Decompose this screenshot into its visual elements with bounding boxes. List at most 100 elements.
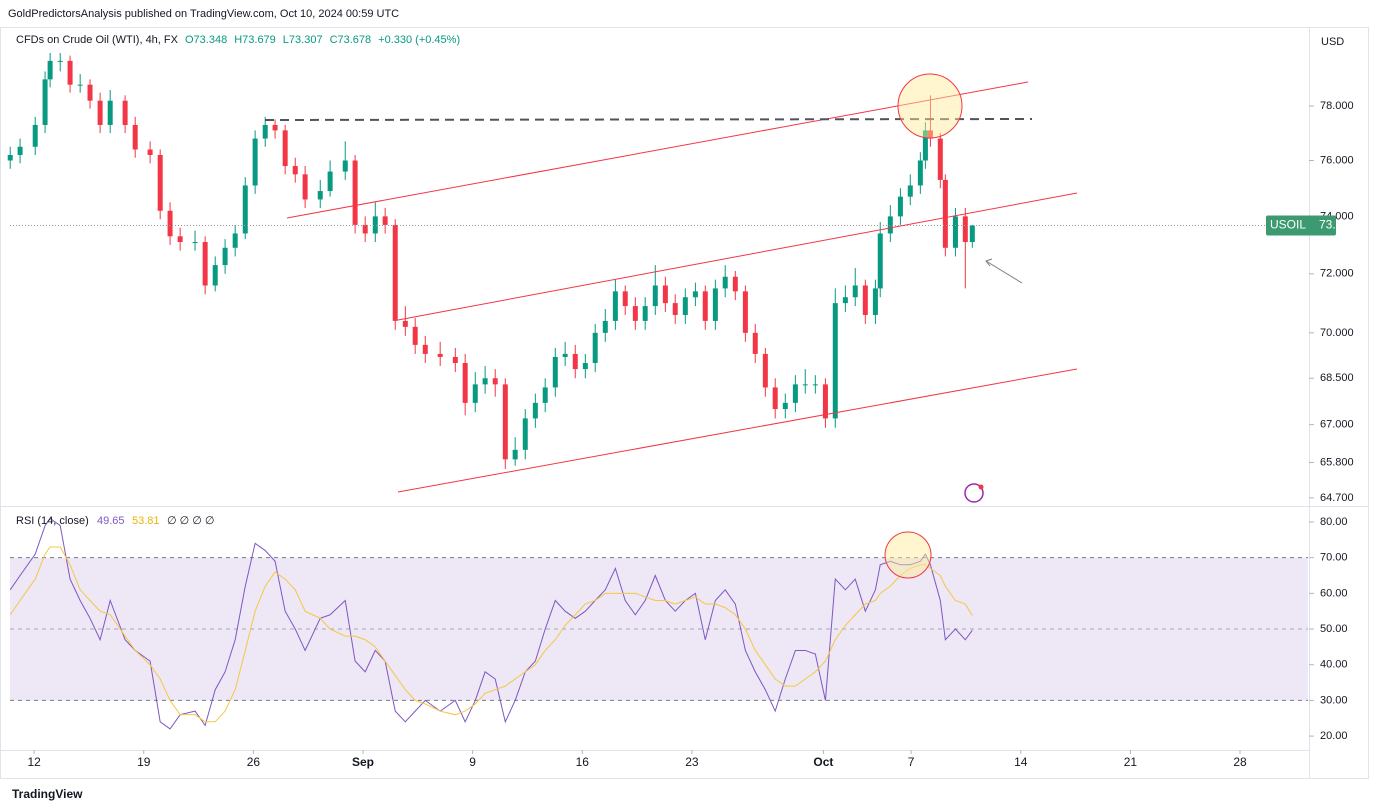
candle-body [897,196,903,217]
candle-body [282,130,288,167]
x-tick-label: 23 [685,755,699,769]
candle-body [602,320,608,333]
publisher: GoldPredictorsAnalysis published on Trad… [8,8,399,20]
candle-body [742,291,748,333]
candle-body [32,124,38,147]
candle-body [952,216,958,248]
candle-body [562,353,568,357]
candle-body [437,353,443,357]
rsi-line [9,517,973,730]
x-tick-label: 19 [137,755,151,769]
candle-body [887,216,893,234]
candle-body [87,84,93,101]
candle-body [317,191,323,200]
y-tick-label: 72.000 [1320,268,1354,280]
y-tick-label: 80.00 [1320,516,1348,528]
candle-body [157,154,163,211]
candle-body [97,100,103,125]
x-tick-label: 28 [1233,755,1247,769]
x-tick-label: 9 [469,755,476,769]
candle-body [592,332,598,364]
x-tick-label: 12 [27,755,41,769]
candle-body [177,236,183,243]
candle-body [772,387,778,410]
candle-body [872,288,878,315]
y-tick-label: 68.500 [1320,372,1354,384]
y-tick-label: 20.00 [1320,730,1348,742]
arrow [985,260,1023,284]
channel-upper [286,81,1029,219]
y-tick-label: 50.00 [1320,623,1348,635]
candle-body [802,384,808,386]
candle-body [752,332,758,354]
candle-body [722,276,728,289]
y-tick-label: 65.800 [1320,456,1354,468]
candle-body [927,130,933,139]
candle-body [782,402,788,410]
candle-body [342,160,348,172]
arrow-head [985,258,993,267]
candle-body [652,285,658,307]
candle-body [452,356,458,364]
candle-body [167,210,173,237]
candle-body [852,285,858,298]
candle-body [942,179,948,248]
candle-body [122,100,128,125]
candle-body [77,84,83,86]
ohlc-value: C73.678 [330,34,372,46]
candle-body [542,387,548,403]
candle-body [232,233,238,248]
candle-body [382,216,388,225]
candle-body [512,449,518,460]
candle-body [292,166,298,175]
candle-body [582,363,588,370]
frame [0,27,1369,779]
x-tick-label: 14 [1014,755,1028,769]
x-tick-label: 7 [908,755,915,769]
y-tick-label: 78.000 [1320,100,1354,112]
candle-body [462,363,468,403]
candle-body [522,418,528,450]
x-tick-label: 21 [1124,755,1138,769]
candle-body [702,291,708,321]
y-tick-label: 30.00 [1320,694,1348,706]
x-tick-label: 16 [576,755,590,769]
y-tick-label: 60.00 [1320,587,1348,599]
candle-body [482,378,488,385]
rsi-ma-value: 53.81 [132,515,160,527]
candle-body [917,160,923,186]
currency: USD [1321,36,1344,48]
candle-body [907,185,913,197]
candle-body [202,242,208,286]
candle-body [107,100,113,125]
rsi-value: 49.65 [97,515,125,527]
candle-body [7,154,13,161]
annotations [264,73,1078,579]
resistance-line [264,118,1033,121]
candle-body [632,306,638,321]
candle-body [962,216,968,243]
candle-body [812,384,818,386]
candle-body [42,79,48,125]
symbol-title: CFDs on Crude Oil (WTI), 4h, FX [16,34,179,46]
candle-body [67,60,73,85]
ohlc-value: H73.679 [234,34,276,46]
candle-body [262,124,268,139]
ohlc-value: O73.348 [185,34,227,46]
candle-body [712,288,718,321]
candle-body [362,224,368,234]
candle-body [57,60,63,62]
candle-body [642,306,648,321]
y-tick-label: 70.00 [1320,552,1348,564]
candle-body [17,146,23,155]
last-price-tag [1266,215,1336,236]
candle-body [272,124,278,131]
candle-body [662,285,668,304]
candle-body [842,297,848,304]
rsi-title: RSI (14, close) [16,515,89,527]
candle-body [372,216,378,234]
candle-body [682,297,688,315]
candle-body [47,60,53,80]
candle-body [792,384,798,403]
